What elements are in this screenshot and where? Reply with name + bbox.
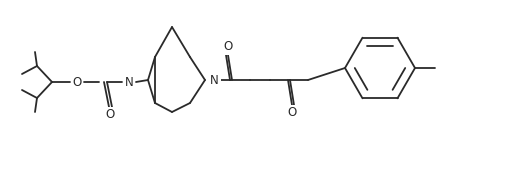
- Text: N: N: [210, 74, 218, 87]
- Text: O: O: [288, 106, 297, 119]
- Text: O: O: [105, 108, 115, 122]
- Text: O: O: [72, 76, 81, 89]
- Text: N: N: [125, 76, 133, 89]
- Text: O: O: [223, 41, 233, 54]
